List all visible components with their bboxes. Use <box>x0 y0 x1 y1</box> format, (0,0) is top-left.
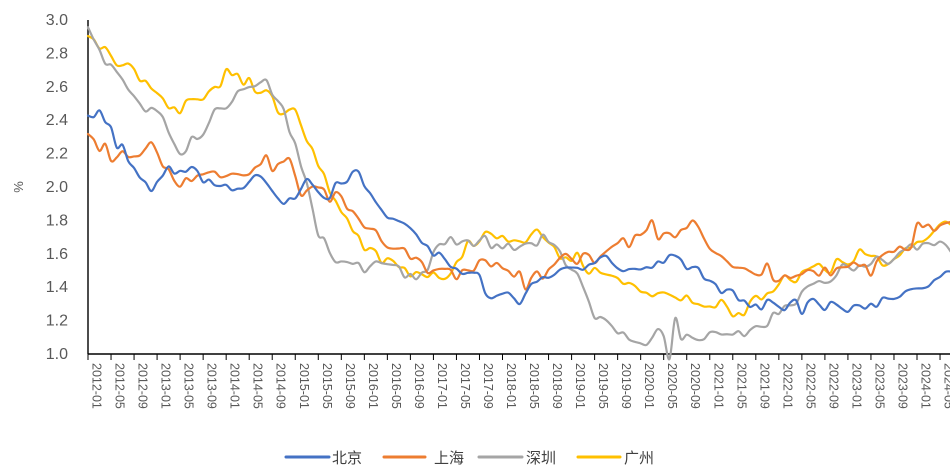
svg-text:2015-09: 2015-09 <box>343 363 357 409</box>
svg-text:2023-01: 2023-01 <box>849 363 863 409</box>
svg-text:2.6: 2.6 <box>46 79 68 96</box>
svg-text:%: % <box>11 181 26 193</box>
svg-text:2018-01: 2018-01 <box>504 363 518 409</box>
svg-text:2020-05: 2020-05 <box>665 363 679 409</box>
svg-text:2.2: 2.2 <box>46 146 68 163</box>
svg-text:广州: 广州 <box>624 450 654 467</box>
svg-text:2016-05: 2016-05 <box>389 363 403 409</box>
svg-text:2016-01: 2016-01 <box>366 363 380 409</box>
svg-text:1.2: 1.2 <box>46 313 68 330</box>
svg-text:2013-09: 2013-09 <box>205 363 219 409</box>
svg-text:2014-05: 2014-05 <box>251 363 265 409</box>
svg-text:2024-05: 2024-05 <box>942 363 950 409</box>
svg-text:2.4: 2.4 <box>46 112 68 129</box>
svg-text:3.0: 3.0 <box>46 12 68 29</box>
svg-text:上海: 上海 <box>434 450 464 467</box>
svg-text:2019-01: 2019-01 <box>573 363 587 409</box>
svg-text:2021-01: 2021-01 <box>711 363 725 409</box>
svg-text:2020-01: 2020-01 <box>642 363 656 409</box>
svg-text:2018-09: 2018-09 <box>550 363 564 409</box>
svg-text:2013-01: 2013-01 <box>159 363 173 409</box>
svg-text:2014-09: 2014-09 <box>274 363 288 409</box>
svg-text:2016-09: 2016-09 <box>412 363 426 409</box>
svg-text:2014-01: 2014-01 <box>228 363 242 409</box>
svg-text:2023-05: 2023-05 <box>872 363 886 409</box>
svg-text:2015-01: 2015-01 <box>297 363 311 409</box>
svg-text:2018-05: 2018-05 <box>527 363 541 409</box>
svg-text:2021-05: 2021-05 <box>734 363 748 409</box>
svg-text:2021-09: 2021-09 <box>757 363 771 409</box>
svg-text:2013-05: 2013-05 <box>182 363 196 409</box>
svg-text:2024-01: 2024-01 <box>919 363 933 409</box>
svg-text:2020-09: 2020-09 <box>688 363 702 409</box>
svg-text:2019-09: 2019-09 <box>619 363 633 409</box>
svg-text:2022-01: 2022-01 <box>780 363 794 409</box>
svg-text:2012-09: 2012-09 <box>136 363 150 409</box>
svg-text:2023-09: 2023-09 <box>895 363 909 409</box>
svg-text:2.0: 2.0 <box>46 179 68 196</box>
svg-text:2012-01: 2012-01 <box>90 363 104 409</box>
svg-text:2015-05: 2015-05 <box>320 363 334 409</box>
svg-text:北京: 北京 <box>332 450 362 467</box>
svg-text:2012-05: 2012-05 <box>113 363 127 409</box>
svg-text:2017-05: 2017-05 <box>458 363 472 409</box>
svg-text:2019-05: 2019-05 <box>596 363 610 409</box>
svg-text:深圳: 深圳 <box>526 450 556 467</box>
svg-text:2022-05: 2022-05 <box>803 363 817 409</box>
svg-text:2.8: 2.8 <box>46 45 68 62</box>
svg-text:2017-09: 2017-09 <box>481 363 495 409</box>
svg-text:2017-01: 2017-01 <box>435 363 449 409</box>
svg-text:1.8: 1.8 <box>46 212 68 229</box>
svg-text:2022-09: 2022-09 <box>826 363 840 409</box>
svg-text:1.4: 1.4 <box>46 279 68 296</box>
svg-text:1.6: 1.6 <box>46 246 68 263</box>
svg-text:1.0: 1.0 <box>46 346 68 363</box>
